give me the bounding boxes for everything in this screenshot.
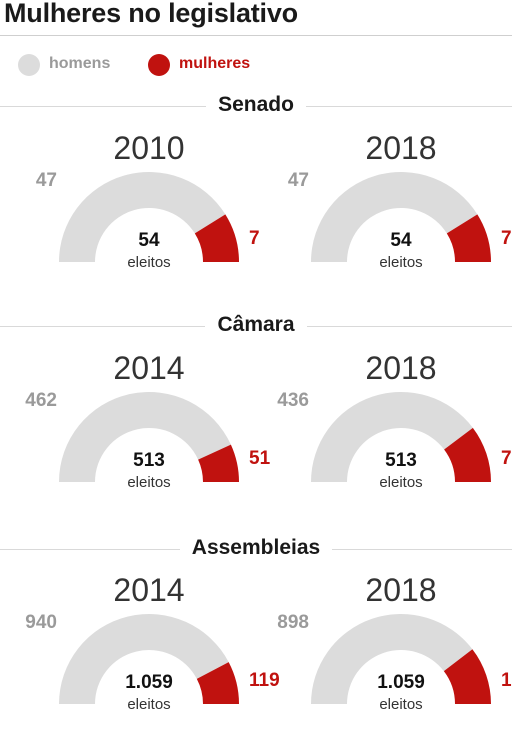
- total-caption: eleitos: [379, 696, 423, 713]
- mulheres-value-label: 77: [501, 448, 512, 469]
- total-value: 513: [133, 450, 165, 471]
- arc-mulheres: [443, 649, 491, 704]
- total-value: 513: [385, 450, 417, 471]
- gauge-senado-2010: 2010 47 7 54 eleitos: [29, 130, 285, 295]
- gauge-arcs: [59, 614, 239, 704]
- legend-label-homens: homens: [49, 55, 111, 72]
- mulheres-value-label: 161: [501, 670, 512, 691]
- total-caption: eleitos: [379, 474, 423, 491]
- section-title-camara: Câmara: [0, 313, 512, 337]
- gauge-arcs: [59, 392, 239, 482]
- arc-homens: [59, 392, 231, 482]
- legend-swatch-homens: [18, 54, 40, 76]
- gauge-year: 2018: [365, 572, 437, 608]
- gauge-year: 2018: [365, 350, 437, 386]
- section-title-assembleias: Assembleias: [0, 536, 512, 560]
- section-title-senado-text: Senado: [206, 93, 306, 116]
- gauge-camara-2018: 2018 436 77 513 eleitos: [277, 350, 512, 515]
- gauge-year: 2014: [113, 350, 185, 386]
- gauge-arcs: [311, 392, 491, 482]
- homens-value-label: 898: [277, 612, 309, 633]
- gauge-year: 2010: [113, 130, 185, 166]
- total-caption: eleitos: [127, 254, 171, 271]
- mulheres-value-label: 7: [249, 228, 260, 249]
- gauge-assembleias-2018: 2018 898 161 1.059 eleitos: [277, 572, 512, 737]
- total-value: 1.059: [125, 672, 173, 693]
- total-value: 54: [138, 230, 160, 251]
- title-divider: [0, 35, 512, 36]
- total-caption: eleitos: [127, 696, 171, 713]
- homens-value-label: 940: [25, 612, 57, 633]
- arc-mulheres: [444, 427, 491, 482]
- mulheres-value-label: 51: [249, 448, 271, 469]
- gauge-arcs: [311, 171, 491, 262]
- gauge-year: 2018: [365, 130, 437, 166]
- gauge-arcs: [311, 614, 491, 704]
- total-value: 1.059: [377, 672, 425, 693]
- section-title-assembleias-text: Assembleias: [179, 536, 333, 559]
- gauge-arcs: [59, 171, 239, 262]
- gauge-camara-2014: 2014 462 51 513 eleitos: [25, 350, 285, 515]
- legend-label-mulheres: mulheres: [179, 55, 251, 72]
- gauge-assembleias-2014: 2014 940 119 1.059 eleitos: [25, 572, 285, 737]
- homens-value-label: 47: [35, 170, 57, 191]
- legend-swatch-mulheres: [148, 54, 170, 76]
- mulheres-value-label: 119: [249, 670, 280, 691]
- page-title: Mulheres no legislativo: [4, 0, 298, 28]
- section-title-camara-text: Câmara: [205, 313, 307, 336]
- arc-homens: [311, 392, 473, 482]
- arc-homens: [59, 614, 229, 704]
- homens-value-label: 47: [287, 170, 309, 191]
- total-caption: eleitos: [127, 474, 171, 491]
- arc-mulheres: [198, 444, 239, 482]
- homens-value-label: 436: [277, 390, 309, 411]
- arc-mulheres: [194, 214, 239, 262]
- gauge-year: 2014: [113, 572, 185, 608]
- arc-homens: [311, 171, 478, 262]
- total-value: 54: [390, 230, 412, 251]
- arc-homens: [311, 614, 473, 704]
- section-title-senado: Senado: [0, 93, 512, 117]
- arc-mulheres: [196, 662, 239, 704]
- homens-value-label: 462: [25, 390, 57, 411]
- total-caption: eleitos: [379, 254, 423, 271]
- gauge-senado-2018: 2018 47 7 54 eleitos: [281, 130, 512, 295]
- arc-mulheres: [446, 214, 491, 262]
- mulheres-value-label: 7: [501, 228, 512, 249]
- arc-homens: [59, 171, 226, 262]
